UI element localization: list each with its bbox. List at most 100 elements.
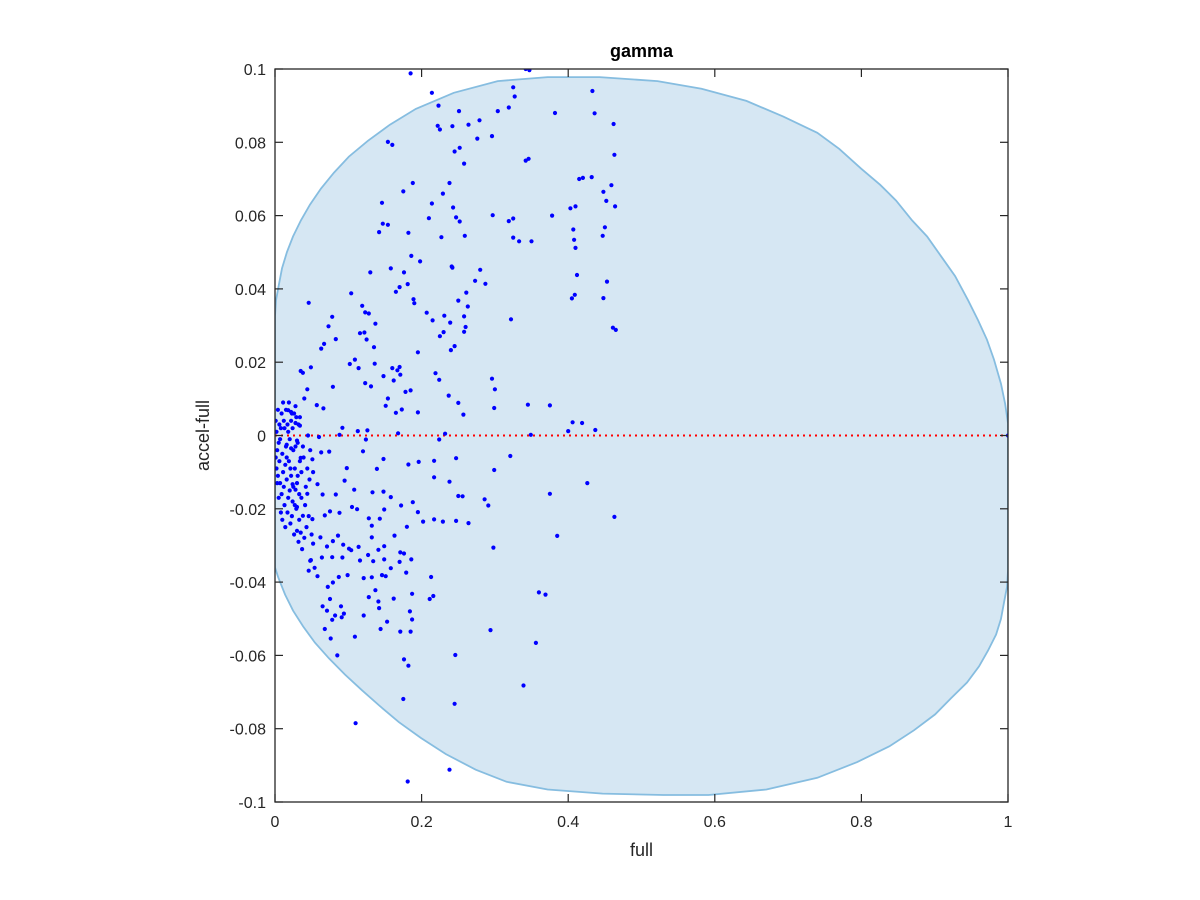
data-point <box>526 156 531 161</box>
data-point <box>492 405 497 411</box>
data-point <box>592 111 597 116</box>
data-point <box>320 604 325 609</box>
data-point <box>421 519 426 524</box>
data-point <box>366 595 371 600</box>
data-point <box>349 504 355 510</box>
data-point <box>490 213 495 218</box>
data-point <box>429 90 434 95</box>
data-point <box>330 555 335 560</box>
data-point <box>399 407 404 412</box>
data-point <box>277 422 282 427</box>
data-point <box>366 311 371 316</box>
data-point <box>300 444 305 449</box>
data-point <box>409 557 414 562</box>
data-point <box>310 517 315 522</box>
data-point <box>376 547 381 552</box>
data-point <box>466 521 471 526</box>
data-point <box>356 366 361 371</box>
data-point <box>604 198 609 203</box>
data-point <box>511 216 516 221</box>
data-point <box>396 431 401 436</box>
data-point <box>492 467 497 473</box>
data-point <box>275 466 279 471</box>
data-point <box>613 204 618 209</box>
data-point <box>369 535 374 540</box>
plot-area <box>275 69 1008 796</box>
data-point <box>495 109 500 114</box>
data-point <box>277 459 282 464</box>
data-point <box>390 366 395 371</box>
y-tick-label: 0.06 <box>235 209 266 226</box>
data-point <box>371 345 377 350</box>
data-point <box>452 344 457 349</box>
data-point <box>521 683 526 688</box>
data-point <box>293 404 298 409</box>
data-point <box>333 613 338 618</box>
y-tick-label: -0.02 <box>230 502 267 519</box>
data-point <box>436 103 441 108</box>
data-point <box>275 455 278 460</box>
data-point <box>456 298 461 303</box>
data-point <box>393 410 398 415</box>
data-point <box>356 544 361 550</box>
data-point <box>547 491 553 496</box>
data-point <box>306 514 311 519</box>
data-point <box>292 411 297 416</box>
data-point <box>335 653 340 658</box>
data-point <box>344 466 349 471</box>
data-point <box>462 161 467 166</box>
data-point <box>408 388 413 393</box>
data-point <box>442 313 447 318</box>
data-point <box>440 519 445 524</box>
data-point <box>456 493 461 499</box>
data-points <box>275 69 1008 784</box>
data-point <box>276 440 281 445</box>
data-point <box>278 510 283 515</box>
data-point <box>289 418 294 423</box>
data-point <box>447 767 452 772</box>
y-tick-label: 0.08 <box>235 135 266 152</box>
data-point <box>305 387 310 392</box>
data-point <box>457 219 462 224</box>
data-point <box>450 124 455 129</box>
data-point <box>283 407 289 412</box>
y-axis-label: accel-full <box>193 400 213 471</box>
data-point <box>287 488 292 493</box>
data-point <box>547 403 553 408</box>
data-point <box>475 136 480 141</box>
data-point <box>483 281 488 286</box>
data-point <box>324 608 330 613</box>
data-point <box>380 221 385 226</box>
data-point <box>283 444 289 449</box>
data-point <box>447 479 452 484</box>
data-point <box>282 503 287 508</box>
data-point <box>316 434 322 440</box>
data-point <box>609 183 614 188</box>
data-point <box>431 593 436 599</box>
data-point <box>571 227 576 232</box>
y-tick-label: 0.04 <box>235 282 266 299</box>
data-point <box>279 492 284 497</box>
data-point <box>491 545 496 550</box>
data-point <box>435 123 440 128</box>
data-point <box>612 152 617 157</box>
data-point <box>416 459 421 464</box>
data-point <box>285 422 290 427</box>
data-point <box>410 500 415 505</box>
data-point <box>382 507 387 512</box>
data-point <box>290 499 295 504</box>
data-point <box>302 535 307 540</box>
data-point <box>610 325 616 330</box>
data-point <box>369 575 374 580</box>
data-point <box>408 629 413 634</box>
data-point <box>462 329 467 334</box>
data-point <box>382 544 387 549</box>
data-point <box>298 530 303 535</box>
data-point <box>347 361 352 367</box>
data-point <box>365 428 370 433</box>
data-point <box>461 412 466 417</box>
data-point <box>604 279 610 284</box>
data-point <box>424 310 429 315</box>
data-point <box>574 272 580 278</box>
data-point <box>291 448 296 453</box>
